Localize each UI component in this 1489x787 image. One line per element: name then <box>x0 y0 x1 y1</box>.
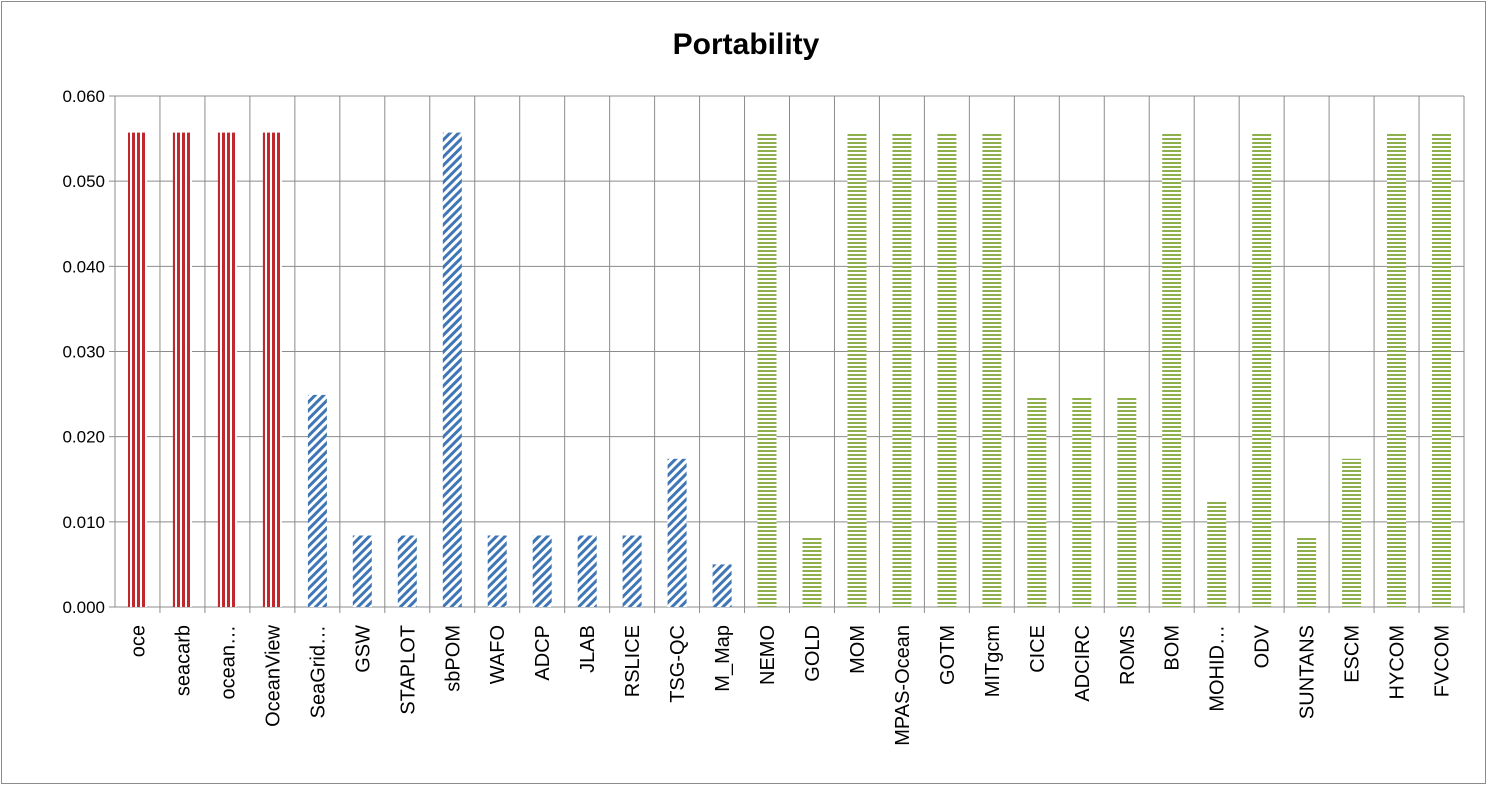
bar <box>217 132 237 607</box>
bar <box>757 132 777 607</box>
x-tick-label: MOHID… <box>1207 625 1229 712</box>
bar <box>172 132 192 607</box>
bar <box>1252 132 1272 607</box>
bar <box>982 132 1002 607</box>
x-tick-label: SeaGrid… <box>307 625 329 718</box>
x-tick-label: GOLD <box>802 625 824 682</box>
x-axis-ticks: oce seacarb ocean… OceanView SeaGrid… GSW STAP… <box>128 624 1454 745</box>
bar <box>802 537 822 607</box>
bar <box>1162 132 1182 607</box>
x-tick-label: SUNTANS <box>1297 625 1319 719</box>
bar <box>128 132 147 607</box>
bar <box>532 535 552 607</box>
bar <box>352 535 372 607</box>
bar <box>667 458 687 607</box>
x-tick-label: STAPLOT <box>397 625 419 715</box>
x-tick-label: ADCP <box>532 625 554 681</box>
x-tick-label: M_Map <box>712 625 734 692</box>
bar <box>1117 396 1137 607</box>
bar <box>712 564 732 607</box>
bar <box>847 132 867 607</box>
bar <box>442 132 462 607</box>
x-tick-label: ODV <box>1252 624 1274 668</box>
x-tick-label: ESCM <box>1342 625 1364 683</box>
bar <box>397 535 417 607</box>
x-tick-label: TSG-QC <box>667 625 689 703</box>
x-tick-label: OceanView <box>262 624 284 726</box>
bar <box>577 535 597 607</box>
bar <box>262 132 282 607</box>
x-tick-label: ocean… <box>217 625 239 700</box>
x-tick-label: GOTM <box>937 625 959 685</box>
y-tick-label: 0.060 <box>62 87 105 106</box>
x-tick-label: ADCIRC <box>1072 625 1094 702</box>
x-tick-label: HYCOM <box>1387 625 1409 699</box>
x-tick-label: GSW <box>352 625 374 673</box>
bar <box>487 535 507 607</box>
x-tick-label: oce <box>128 625 150 657</box>
x-tick-label: seacarb <box>172 625 194 696</box>
x-tick-label: JLAB <box>577 625 599 673</box>
bar <box>1387 132 1406 607</box>
x-tick-label: MITgcm <box>982 625 1004 697</box>
bar <box>1027 396 1047 607</box>
x-tick-label: sbPOM <box>442 625 464 692</box>
y-tick-label: 0.020 <box>62 428 105 447</box>
y-tick-label: 0.040 <box>62 257 105 276</box>
grid-lines <box>109 95 1465 613</box>
x-tick-label: NEMO <box>757 625 779 685</box>
x-tick-label: RSLICE <box>622 625 644 697</box>
x-tick-label: MOM <box>847 625 869 674</box>
bar <box>1432 132 1451 607</box>
x-tick-label: BOM <box>1162 625 1184 671</box>
bar <box>937 132 957 607</box>
bars <box>128 132 1451 607</box>
y-tick-label: 0.050 <box>62 172 105 191</box>
bar <box>1342 458 1362 607</box>
bar <box>1297 537 1317 607</box>
bar <box>1072 396 1092 607</box>
y-axis-ticks: 0.000 0.010 0.020 0.030 0.040 0.050 0.060 <box>62 87 105 617</box>
y-tick-label: 0.000 <box>62 598 105 617</box>
x-tick-label: ROMS <box>1117 625 1139 685</box>
bar <box>307 394 327 607</box>
bar <box>892 132 912 607</box>
x-tick-label: MPAS-Ocean <box>892 625 914 746</box>
chart-title: Portability <box>673 28 820 61</box>
bar <box>622 535 642 607</box>
y-tick-label: 0.010 <box>62 513 105 532</box>
y-tick-label: 0.030 <box>62 343 105 362</box>
x-tick-label: CICE <box>1027 625 1049 673</box>
x-tick-label: FVCOM <box>1432 625 1454 697</box>
x-tick-label: WAFO <box>487 625 509 684</box>
bar <box>1207 501 1227 607</box>
